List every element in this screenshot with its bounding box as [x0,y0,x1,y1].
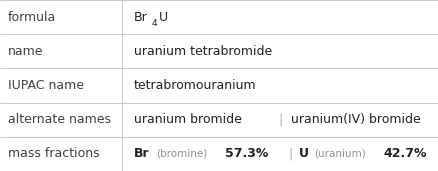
Text: mass fractions: mass fractions [8,147,99,160]
Text: 42.7%: 42.7% [383,147,427,160]
Text: |: | [278,113,283,126]
Text: Br: Br [134,147,150,160]
Text: 57.3%: 57.3% [225,147,268,160]
Text: (bromine): (bromine) [156,149,208,159]
Text: uranium tetrabromide: uranium tetrabromide [134,45,272,58]
Text: name: name [8,45,43,58]
Text: 4: 4 [152,19,157,28]
Text: U: U [159,11,168,24]
Text: uranium(IV) bromide: uranium(IV) bromide [291,113,420,126]
Text: Br: Br [134,11,148,24]
Text: (uranium): (uranium) [314,149,365,159]
Text: uranium bromide: uranium bromide [134,113,242,126]
Text: U: U [299,147,309,160]
Text: IUPAC name: IUPAC name [8,79,84,92]
Text: formula: formula [8,11,56,24]
Text: tetrabromouranium: tetrabromouranium [134,79,257,92]
Text: alternate names: alternate names [8,113,111,126]
Text: |: | [288,147,293,160]
